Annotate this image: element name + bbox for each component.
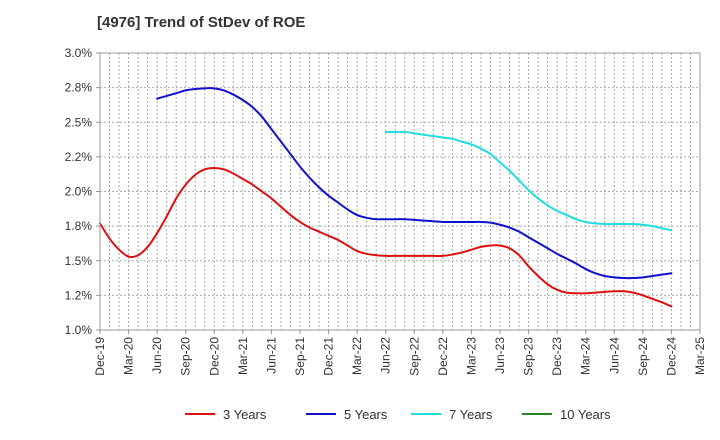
series-layer	[99, 87, 673, 308]
x-axis: Dec-19 Mar-20 Jun-20 Sep-20 Dec-20 Mar-21 Jun-…	[93, 330, 707, 376]
x-tick-label: Mar-24	[579, 337, 593, 375]
y-tick-label: 2.8%	[65, 81, 93, 95]
y-tick-label: 2.5%	[65, 115, 93, 129]
x-tick-label: Jun-22	[379, 337, 393, 374]
x-tick-label: Sep-20	[179, 337, 193, 376]
legend-label-7-years: 7 Years	[449, 407, 493, 422]
y-tick-label: 1.8%	[65, 219, 93, 233]
x-tick-label: Dec-20	[207, 337, 221, 376]
y-tick-label: 1.5%	[65, 254, 93, 268]
x-tick-label: Dec-24	[664, 337, 678, 376]
plot-frame	[99, 52, 701, 331]
x-tick-label: Jun-20	[150, 337, 164, 374]
legend-label-5-years: 5 Years	[344, 407, 388, 422]
y-tick-label: 1.0%	[65, 323, 93, 337]
x-tick-label: Dec-21	[322, 337, 336, 376]
x-tick-label: Mar-25	[693, 337, 707, 375]
x-tick-label: Sep-21	[293, 337, 307, 376]
x-tick-label: Jun-21	[264, 337, 278, 374]
x-tick-label: Sep-22	[407, 337, 421, 376]
x-tick-label: Jun-24	[607, 337, 621, 374]
y-axis: 1.0% 1.2% 1.5% 1.8% 2.0% 2.2% 2.5% 2.8% 3.0%	[65, 46, 100, 337]
x-tick-label: Mar-20	[122, 337, 136, 375]
y-tick-label: 1.2%	[65, 288, 93, 302]
x-tick-label: Mar-21	[236, 337, 250, 375]
legend-label-3-years: 3 Years	[223, 407, 267, 422]
x-tick-label: Dec-23	[550, 337, 564, 376]
x-tick-label: Jun-23	[493, 337, 507, 374]
y-tick-label: 2.2%	[65, 150, 93, 164]
y-tick-label: 2.0%	[65, 185, 93, 199]
grid-layer	[100, 52, 700, 331]
series-line-7-years	[384, 130, 673, 232]
x-tick-label: Sep-23	[522, 337, 536, 376]
x-tick-label: Dec-22	[436, 337, 450, 376]
y-tick-label: 3.0%	[65, 46, 93, 60]
chart-title: [4976] Trend of StDev of ROE	[97, 14, 306, 31]
x-tick-label: Mar-22	[350, 337, 364, 375]
x-tick-label: Dec-19	[93, 337, 107, 376]
x-tick-label: Sep-24	[636, 337, 650, 376]
legend-label-10-years: 10 Years	[560, 407, 611, 422]
legend: 3 Years 5 Years 7 Years 10 Years	[185, 407, 611, 422]
series-line-5-years	[156, 87, 673, 280]
x-tick-label: Mar-23	[464, 337, 478, 375]
series-line-3-years	[99, 166, 673, 308]
